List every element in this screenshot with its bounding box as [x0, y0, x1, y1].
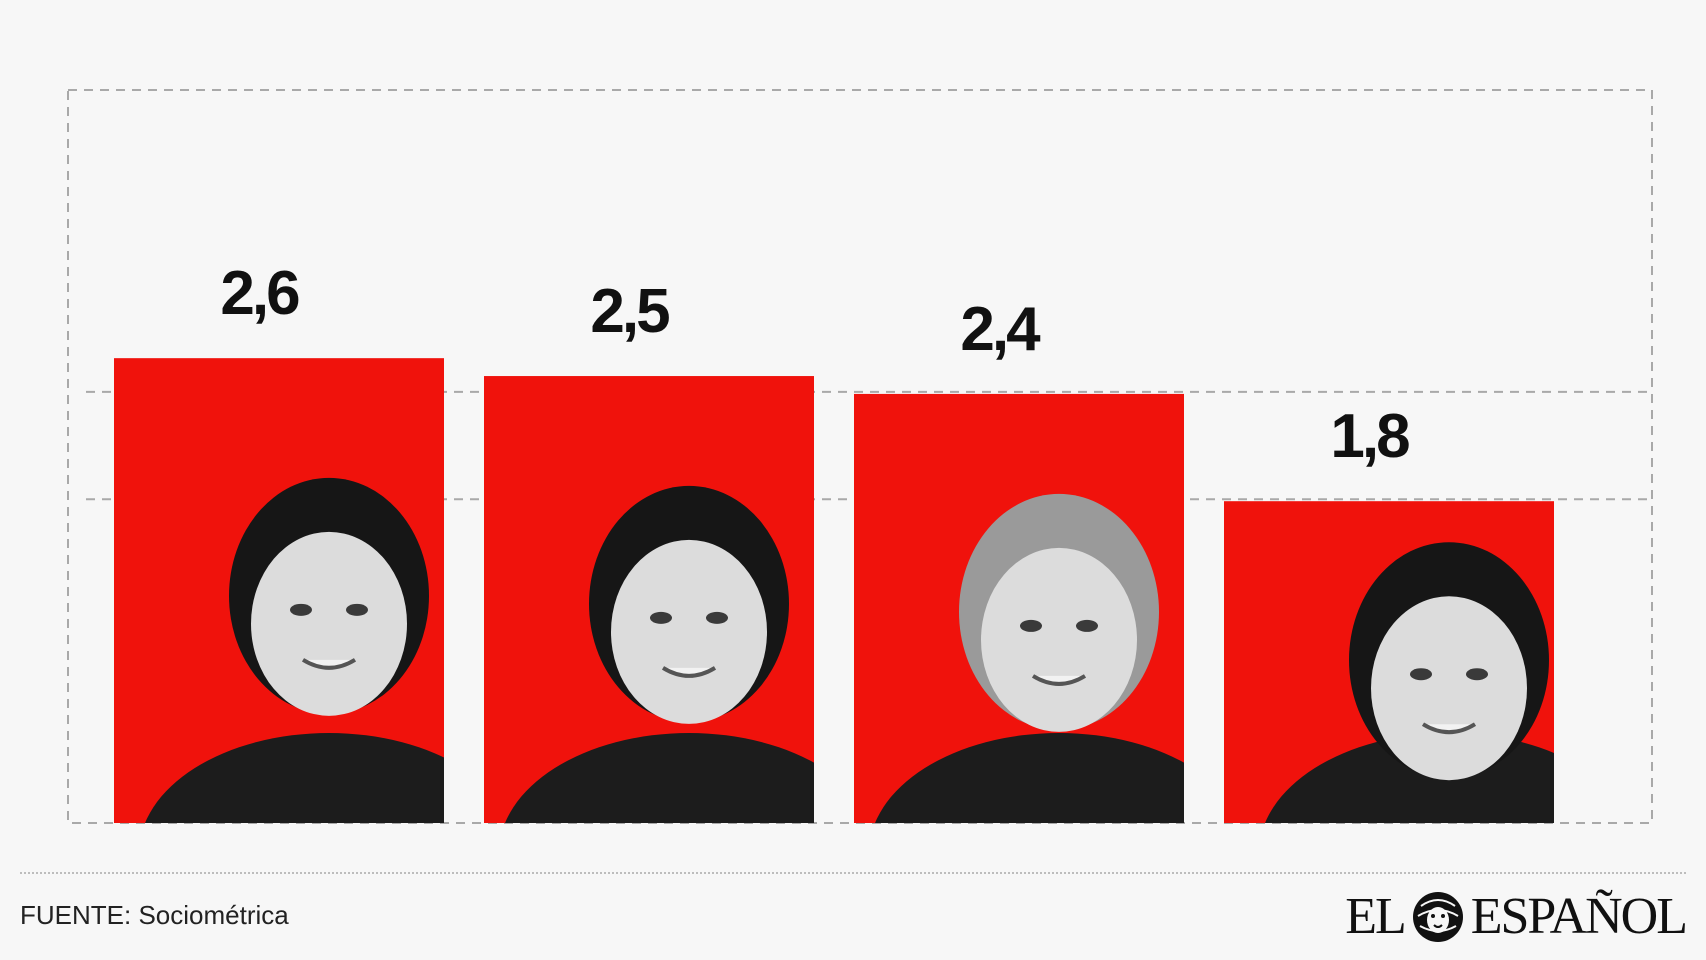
bar-group-3 [854, 393, 1184, 823]
value-label-2: 2,5 [590, 277, 669, 346]
bars [114, 358, 1554, 823]
logo-word-el: EL [1345, 887, 1407, 945]
logo-word-espanol: ESPAÑOL [1470, 887, 1688, 945]
portrait-1 [145, 477, 444, 823]
footer-divider [20, 872, 1686, 874]
bar-group-4 [1224, 501, 1554, 823]
value-label-4: 1,8 [1330, 402, 1409, 471]
portrait-2 [505, 485, 814, 823]
bar-chart: 2,6 2,5 2,4 1,8 [67, 89, 1653, 824]
portrait-4 [1265, 542, 1554, 823]
source-note: FUENTE: Sociométrica [20, 900, 289, 930]
value-labels: 2,6 2,5 2,4 1,8 [220, 259, 1412, 471]
value-label-3: 2,4 [960, 295, 1041, 364]
bar-group-1 [114, 358, 444, 823]
lion-head-icon [1412, 892, 1463, 942]
portrait-3 [875, 493, 1184, 823]
value-label-1: 2,6 [220, 259, 299, 328]
bar-group-2 [484, 376, 814, 823]
el-espanol-logo: EL ESPAÑOL [1345, 887, 1688, 945]
